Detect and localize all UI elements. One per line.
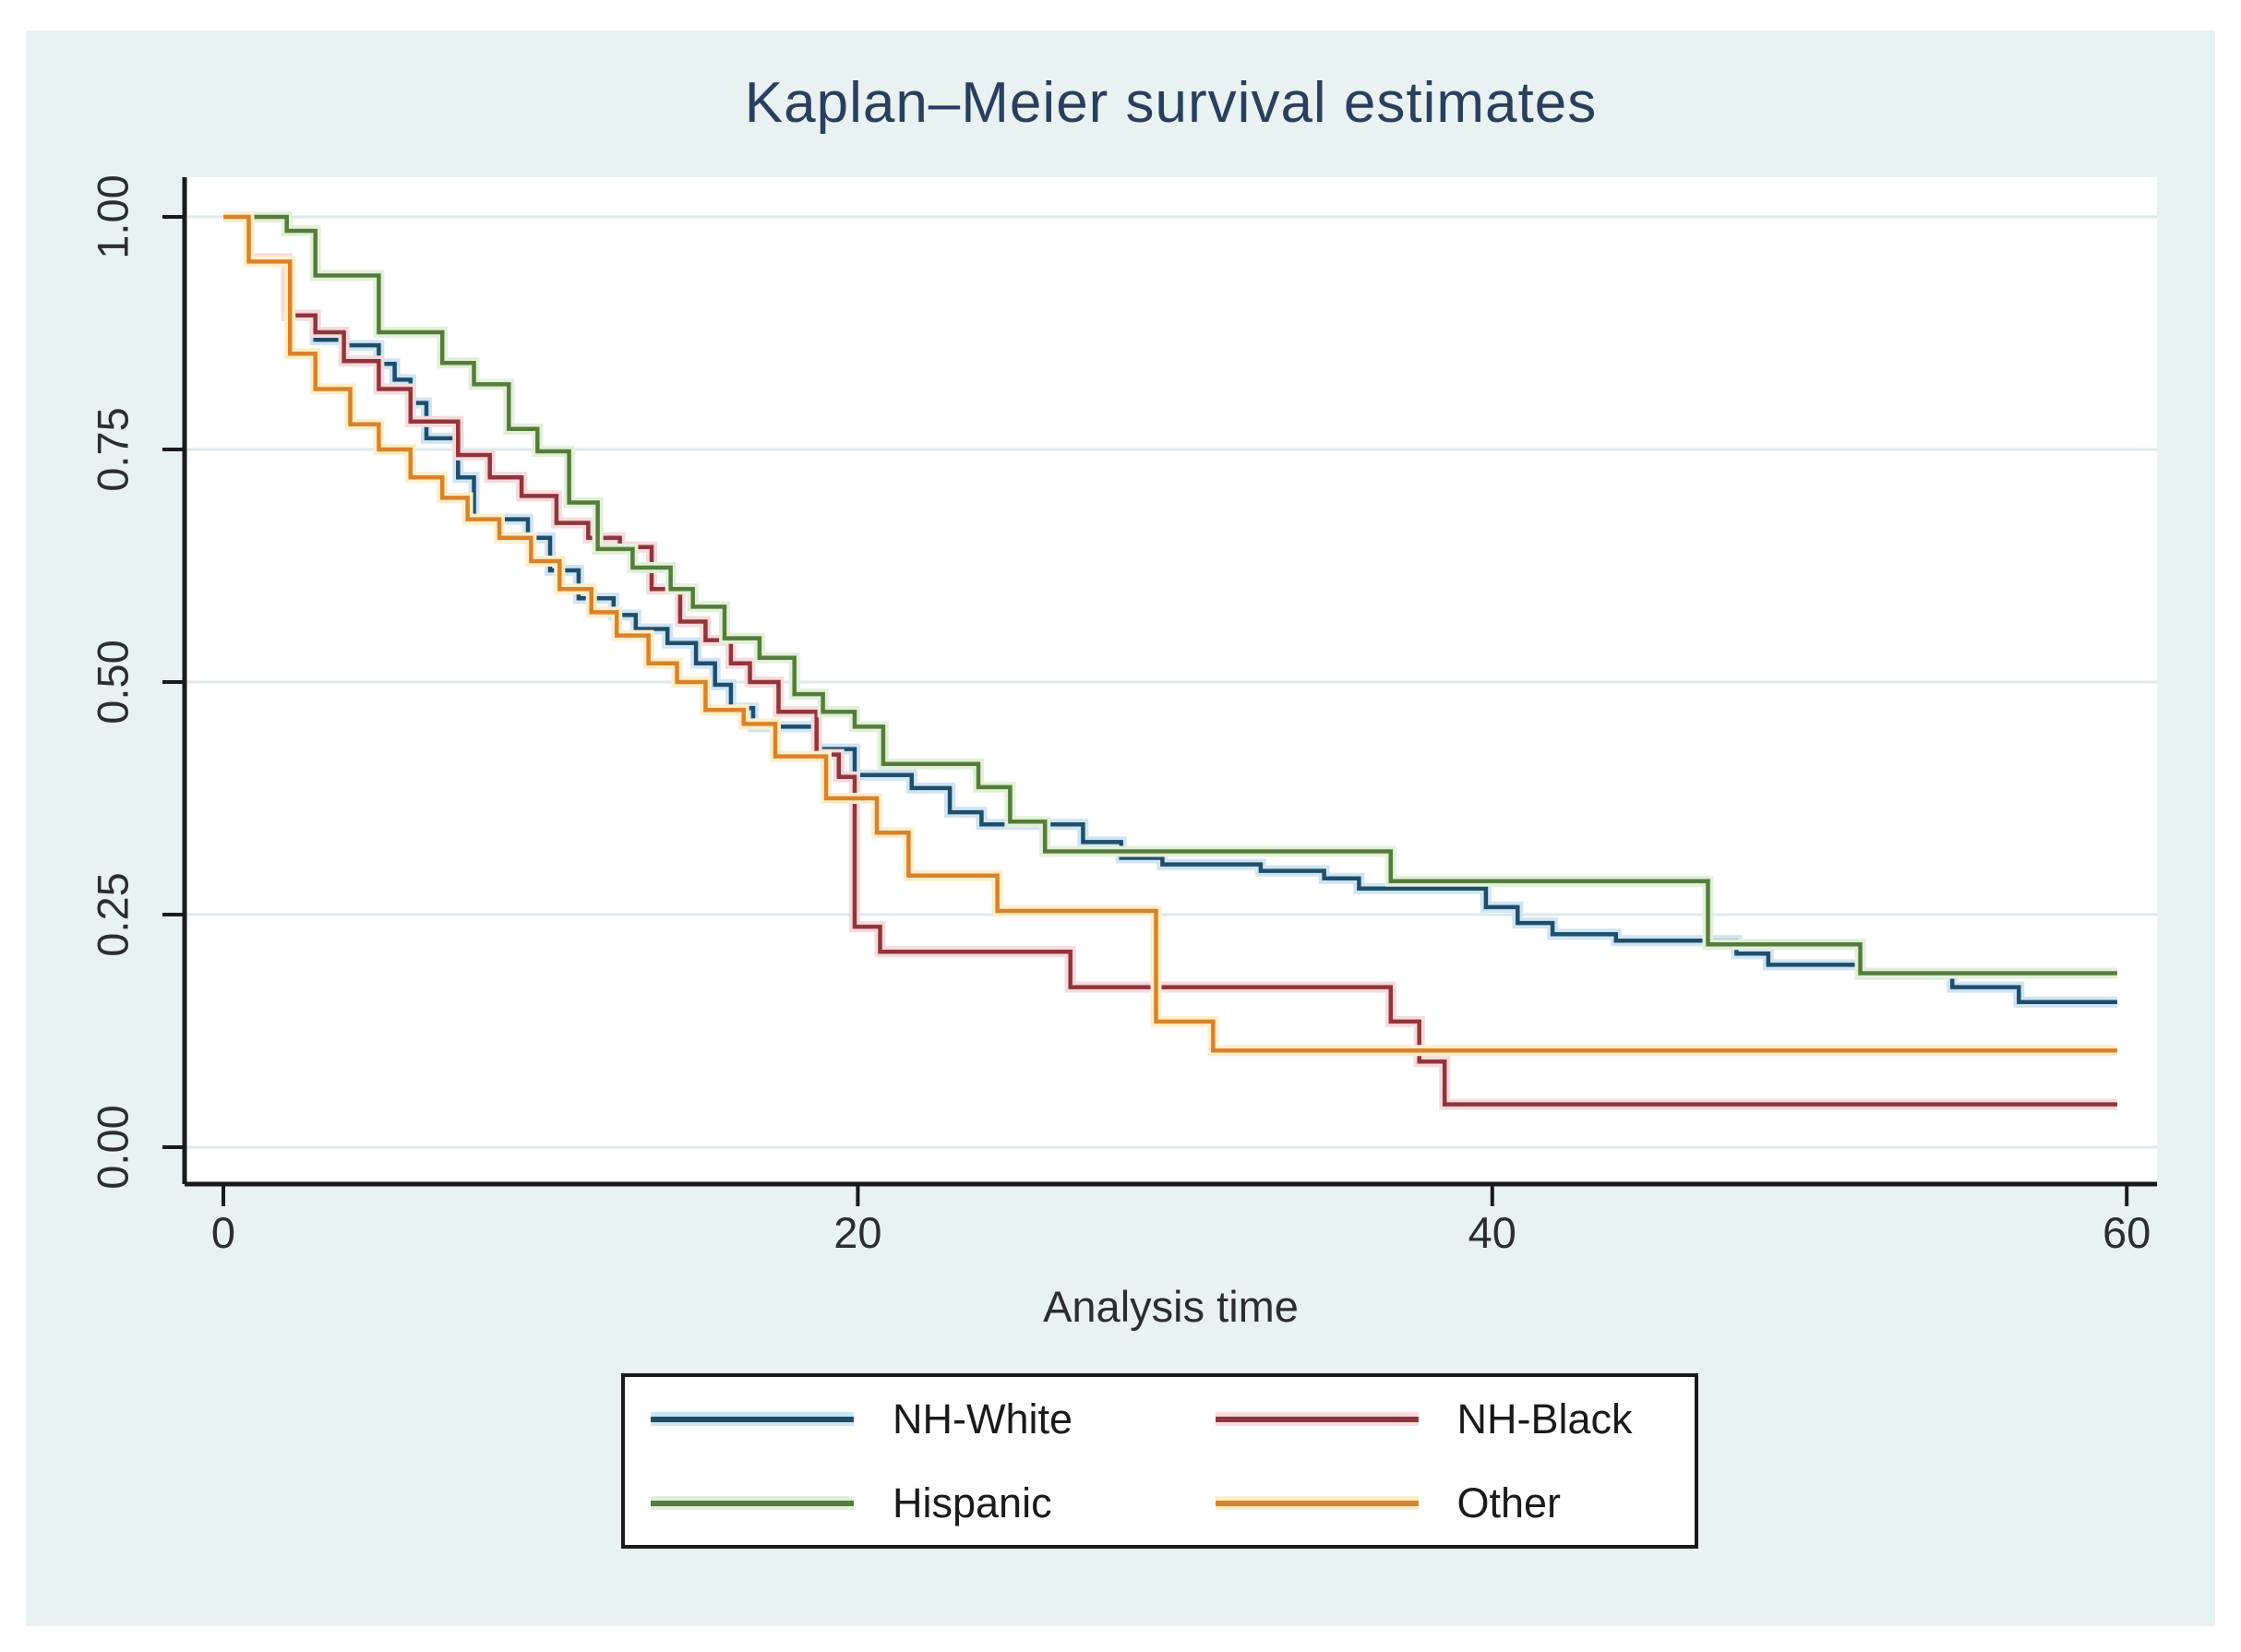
nh-black-curve	[223, 214, 2117, 1107]
x-tick-label: 60	[2103, 1208, 2151, 1257]
nh-black-line-swatch	[1215, 1412, 1419, 1426]
other-curve	[223, 211, 2117, 1057]
other-curve	[223, 214, 2117, 1053]
y-tick-label: 0.75	[88, 407, 138, 492]
x-tick-label: 0	[210, 1208, 236, 1257]
hispanic-line-swatch	[651, 1496, 854, 1510]
legend-label-other: Other	[1456, 1478, 1562, 1526]
nh-black-curve	[223, 211, 2117, 1110]
other-line-swatch	[1215, 1496, 1419, 1510]
x-tick-label: 40	[1468, 1208, 1516, 1257]
legend-label-hispanic: Hispanic	[893, 1478, 1052, 1526]
chart-title: Kaplan–Meier survival estimates	[744, 71, 1598, 135]
legend: NH-White NH-Black Hispanic Other	[621, 1373, 1698, 1549]
y-tick-label: 0.50	[88, 640, 138, 724]
hispanic-curve	[223, 214, 2117, 976]
y-tick-label: 1.00	[88, 174, 138, 259]
nh-white-curve	[223, 214, 2117, 1005]
y-tick-label: 0.00	[88, 1105, 138, 1190]
x-tick-label: 20	[833, 1208, 882, 1257]
y-tick-label: 0.25	[88, 872, 138, 957]
nh-white-curve	[223, 211, 2117, 1008]
legend-label-nh-white: NH-White	[893, 1395, 1073, 1443]
legend-item-nh-black: NH-Black	[1160, 1377, 1696, 1461]
nh-white-line-swatch	[651, 1412, 854, 1426]
legend-item-nh-white: NH-White	[625, 1377, 1160, 1461]
legend-item-hispanic: Hispanic	[625, 1461, 1160, 1545]
x-axis-title: Analysis time	[1043, 1282, 1299, 1331]
legend-label-nh-black: NH-Black	[1456, 1395, 1633, 1443]
legend-item-other: Other	[1160, 1461, 1696, 1545]
